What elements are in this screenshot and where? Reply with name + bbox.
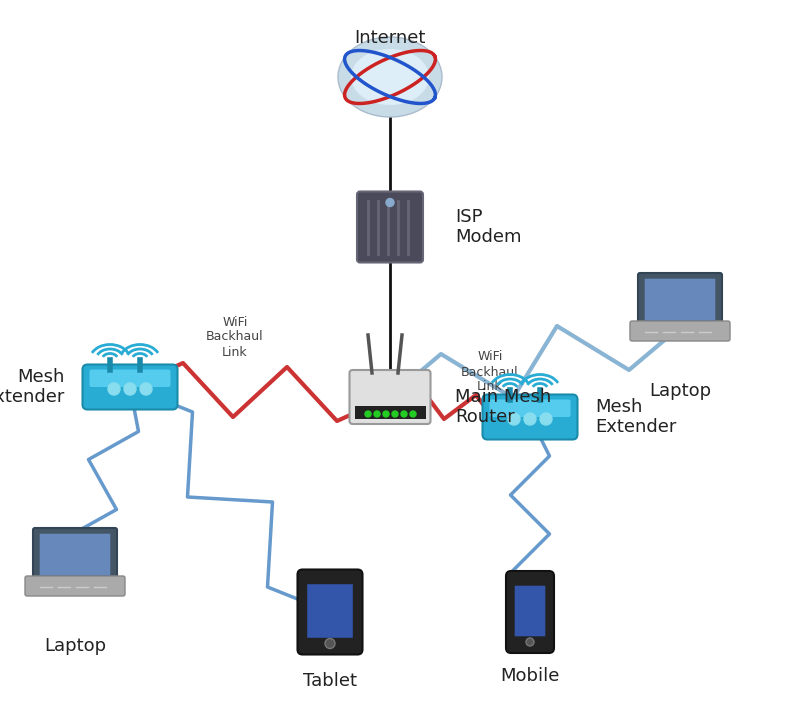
FancyBboxPatch shape bbox=[33, 528, 117, 582]
FancyBboxPatch shape bbox=[82, 364, 178, 409]
Text: Laptop: Laptop bbox=[649, 382, 711, 400]
FancyBboxPatch shape bbox=[25, 576, 125, 596]
Text: WiFi
Backhaul
Link: WiFi Backhaul Link bbox=[461, 350, 519, 393]
FancyBboxPatch shape bbox=[354, 406, 426, 419]
Circle shape bbox=[124, 383, 136, 395]
Circle shape bbox=[325, 638, 335, 648]
Circle shape bbox=[410, 411, 416, 417]
FancyBboxPatch shape bbox=[506, 571, 554, 653]
Text: Tablet: Tablet bbox=[303, 672, 357, 690]
Text: WiFi
Backhaul
Link: WiFi Backhaul Link bbox=[206, 316, 264, 358]
Text: Mobile: Mobile bbox=[500, 667, 560, 685]
FancyBboxPatch shape bbox=[630, 321, 730, 341]
Circle shape bbox=[540, 413, 552, 425]
FancyBboxPatch shape bbox=[482, 395, 578, 440]
Text: Laptop: Laptop bbox=[44, 637, 106, 655]
FancyBboxPatch shape bbox=[645, 278, 715, 321]
Ellipse shape bbox=[338, 37, 442, 117]
FancyBboxPatch shape bbox=[298, 569, 362, 654]
Circle shape bbox=[108, 383, 120, 395]
Text: Main Mesh
Router: Main Mesh Router bbox=[455, 387, 551, 427]
Ellipse shape bbox=[351, 49, 429, 105]
FancyBboxPatch shape bbox=[357, 191, 423, 262]
Text: Internet: Internet bbox=[354, 29, 426, 47]
Circle shape bbox=[365, 411, 371, 417]
Circle shape bbox=[401, 411, 407, 417]
FancyBboxPatch shape bbox=[638, 273, 722, 327]
Circle shape bbox=[140, 383, 152, 395]
FancyBboxPatch shape bbox=[350, 370, 430, 424]
Circle shape bbox=[524, 413, 536, 425]
Text: Mesh
Extender: Mesh Extender bbox=[0, 368, 65, 406]
Text: Mesh
Extender: Mesh Extender bbox=[595, 398, 676, 436]
Circle shape bbox=[508, 413, 520, 425]
Circle shape bbox=[386, 198, 394, 206]
FancyBboxPatch shape bbox=[40, 534, 110, 575]
Circle shape bbox=[383, 411, 389, 417]
Circle shape bbox=[392, 411, 398, 417]
FancyBboxPatch shape bbox=[490, 400, 570, 417]
Text: ISP
Modem: ISP Modem bbox=[455, 208, 522, 246]
Circle shape bbox=[374, 411, 380, 417]
FancyBboxPatch shape bbox=[307, 585, 353, 638]
Circle shape bbox=[526, 638, 534, 646]
FancyBboxPatch shape bbox=[514, 586, 546, 636]
FancyBboxPatch shape bbox=[90, 369, 170, 387]
